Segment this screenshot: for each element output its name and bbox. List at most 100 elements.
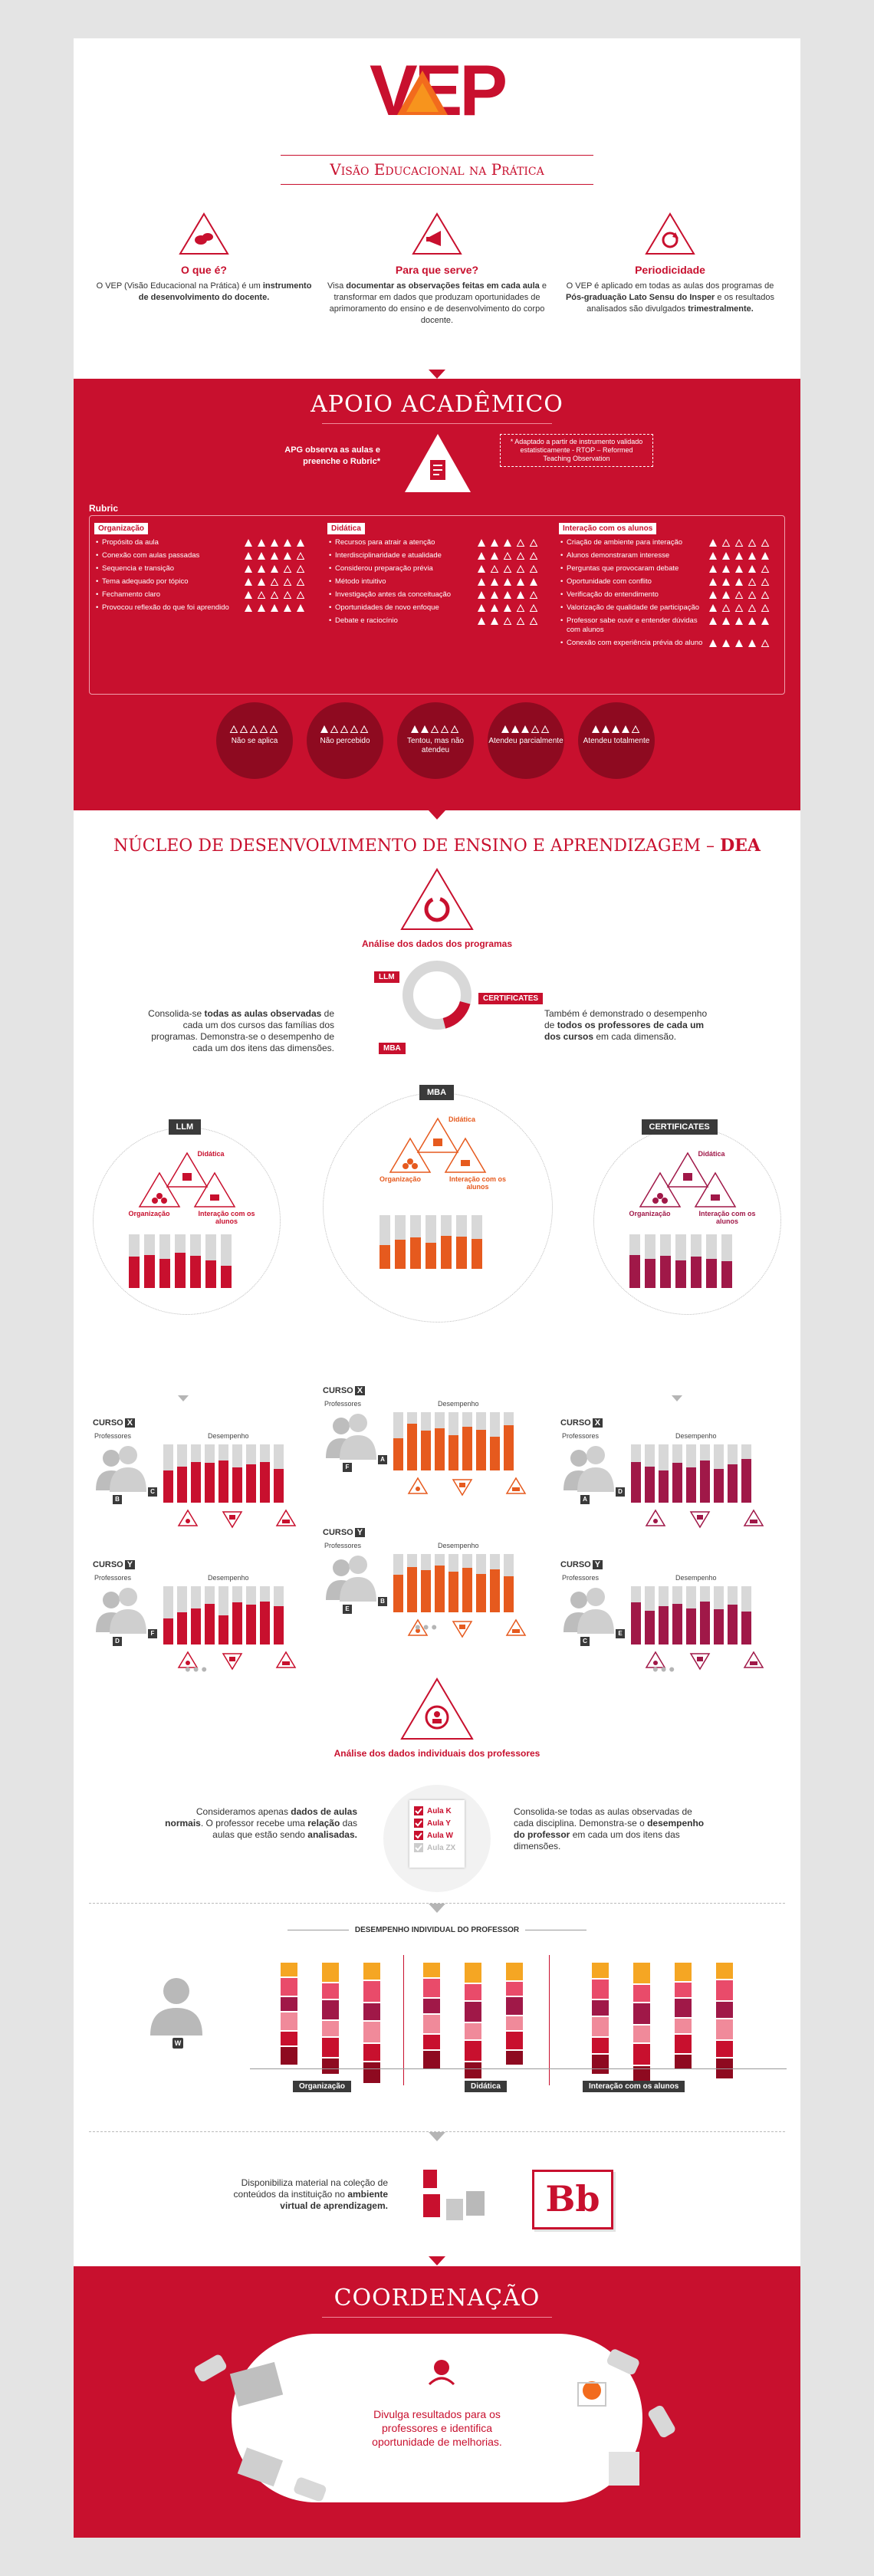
program-bar (629, 1234, 640, 1288)
professors-group-icon (96, 1588, 146, 1634)
course-bar (741, 1444, 751, 1503)
individual-stack (465, 1963, 481, 2080)
dim-didatica: Didática (698, 1150, 725, 1158)
rubric-item-label: Recursos para atrair a atenção (327, 538, 477, 547)
aulas-list-circle: Aula K Aula Y Aula W Aula ZX (383, 1785, 491, 1892)
professor-badge: C (148, 1487, 157, 1497)
stack-segment (423, 2051, 440, 2069)
program-bar-fill (159, 1258, 170, 1288)
program-tag: LLM (168, 1119, 202, 1135)
course-bar-fill (462, 1568, 472, 1612)
intro-title-what: O que é? (181, 264, 227, 276)
course-panel: CURSO X Professores Desempenho B C (93, 1418, 315, 1541)
scale-label: Atendeu totalmente (583, 737, 650, 745)
course-bar-fill (246, 1464, 256, 1503)
individual-stack (675, 1963, 692, 2071)
course-bar (449, 1412, 458, 1470)
aula-checkbox-item[interactable]: Aula ZX (414, 1843, 460, 1852)
aula-checkbox-item[interactable]: Aula Y (414, 1819, 460, 1828)
course-bar-fill (728, 1605, 738, 1644)
course-bar (490, 1554, 500, 1612)
desempenho-label: Desempenho (438, 1542, 479, 1549)
rubric-item: Recursos para atrair a atenção (327, 538, 542, 547)
course-bar (219, 1586, 228, 1644)
aula-checkbox-item[interactable]: Aula K (414, 1806, 460, 1815)
rubric-rating-triangles (244, 538, 309, 547)
vep-logo-graphic: VEP (370, 50, 508, 130)
individual-stack (716, 1963, 733, 2080)
course-bar-fill (407, 1424, 417, 1470)
apoio-title-rule (322, 423, 552, 424)
rubric-item: Considerou preparação prévia (327, 564, 542, 573)
course-bar (219, 1444, 228, 1503)
course-bar-fill (393, 1574, 403, 1612)
professor-badge: C (580, 1637, 590, 1646)
dim-label-interacao: Interação com os alunos (583, 2081, 685, 2092)
course-bar (476, 1554, 486, 1612)
dimension-separator (549, 1955, 550, 2085)
scale-label: Não percebido (320, 737, 370, 745)
rubric-rating-triangles (477, 551, 542, 560)
caret-3 (429, 1904, 445, 1913)
rubric-column-interacao: Interação com os alunos Criação de ambie… (559, 521, 774, 648)
stack-segment (506, 2016, 523, 2030)
professores-label: Professores (94, 1432, 132, 1440)
course-dim-icons (177, 1651, 297, 1671)
course-bar (177, 1586, 187, 1644)
svg-text:VEP: VEP (370, 50, 505, 123)
course-bar-fill (219, 1615, 228, 1644)
rubric-rating-triangles (708, 639, 774, 648)
course-bar-fill (645, 1466, 655, 1503)
stack-segment (322, 1963, 339, 1982)
course-bar-fill (205, 1603, 215, 1644)
course-bar (686, 1586, 696, 1644)
course-label: CURSO X (323, 1386, 366, 1395)
rubric-item-label: Conexão com experiência prévia do aluno (559, 639, 708, 648)
stack-segment (716, 1963, 733, 1979)
course-bar (672, 1444, 682, 1503)
professores-label: Professores (94, 1574, 132, 1582)
course-bar (700, 1444, 710, 1503)
course-bar-chart (631, 1586, 755, 1644)
checkbox-icon[interactable] (414, 1819, 423, 1828)
checkbox-icon[interactable] (414, 1843, 423, 1852)
intro-title-purpose: Para que serve? (395, 264, 479, 276)
intro-columns: O que é? O VEP (Visão Educacional na Prá… (93, 211, 781, 395)
professor-badge: E (616, 1629, 625, 1638)
stack-segment (633, 1985, 650, 2002)
stack-segment (633, 2044, 650, 2065)
course-bar-chart (163, 1444, 288, 1503)
stack-segment (281, 2047, 297, 2065)
stack-segment (675, 1963, 692, 1981)
program-bar (659, 1234, 671, 1288)
ring-label-mba: MBA (379, 1043, 406, 1054)
intro-column-periodicity: Periodicidade O VEP é aplicado em todas … (559, 211, 781, 315)
stack-segment (322, 2021, 339, 2036)
rubric-item-label: Verificação do entendimento (559, 590, 708, 600)
stack-segment (322, 2000, 339, 2019)
more-dots-center: ••• (415, 1618, 440, 1637)
rubric-item: Alunos demonstraram interesse (559, 551, 774, 560)
megaphone-icon (412, 212, 462, 255)
rubric-item-label: Conexão com aulas passadas (94, 551, 244, 560)
checkbox-icon[interactable] (414, 1806, 423, 1815)
program-bar-chart (128, 1234, 236, 1288)
course-panel: CURSO Y Professores Desempenho D F (93, 1560, 315, 1683)
stack-segment (465, 2062, 481, 2078)
professores-label: Professores (324, 1542, 362, 1549)
course-bar-fill (631, 1602, 641, 1644)
dim-didatica: Didática (197, 1150, 225, 1158)
aula-checkbox-item[interactable]: Aula W (414, 1831, 460, 1840)
course-bar-chart (631, 1444, 755, 1503)
rubric-rating-triangles (708, 603, 774, 613)
course-bar-fill (659, 1470, 669, 1503)
checkbox-icon[interactable] (414, 1831, 423, 1840)
program-bar (205, 1234, 216, 1288)
rubric-rating-triangles (708, 577, 774, 586)
course-bar-fill (393, 1438, 403, 1470)
program-bar (189, 1234, 201, 1288)
course-bar-fill (672, 1463, 682, 1503)
scale-label: Não se aplica (231, 737, 278, 745)
dim-organizacao: Organização (629, 1210, 671, 1217)
program-bar-fill (410, 1237, 421, 1269)
